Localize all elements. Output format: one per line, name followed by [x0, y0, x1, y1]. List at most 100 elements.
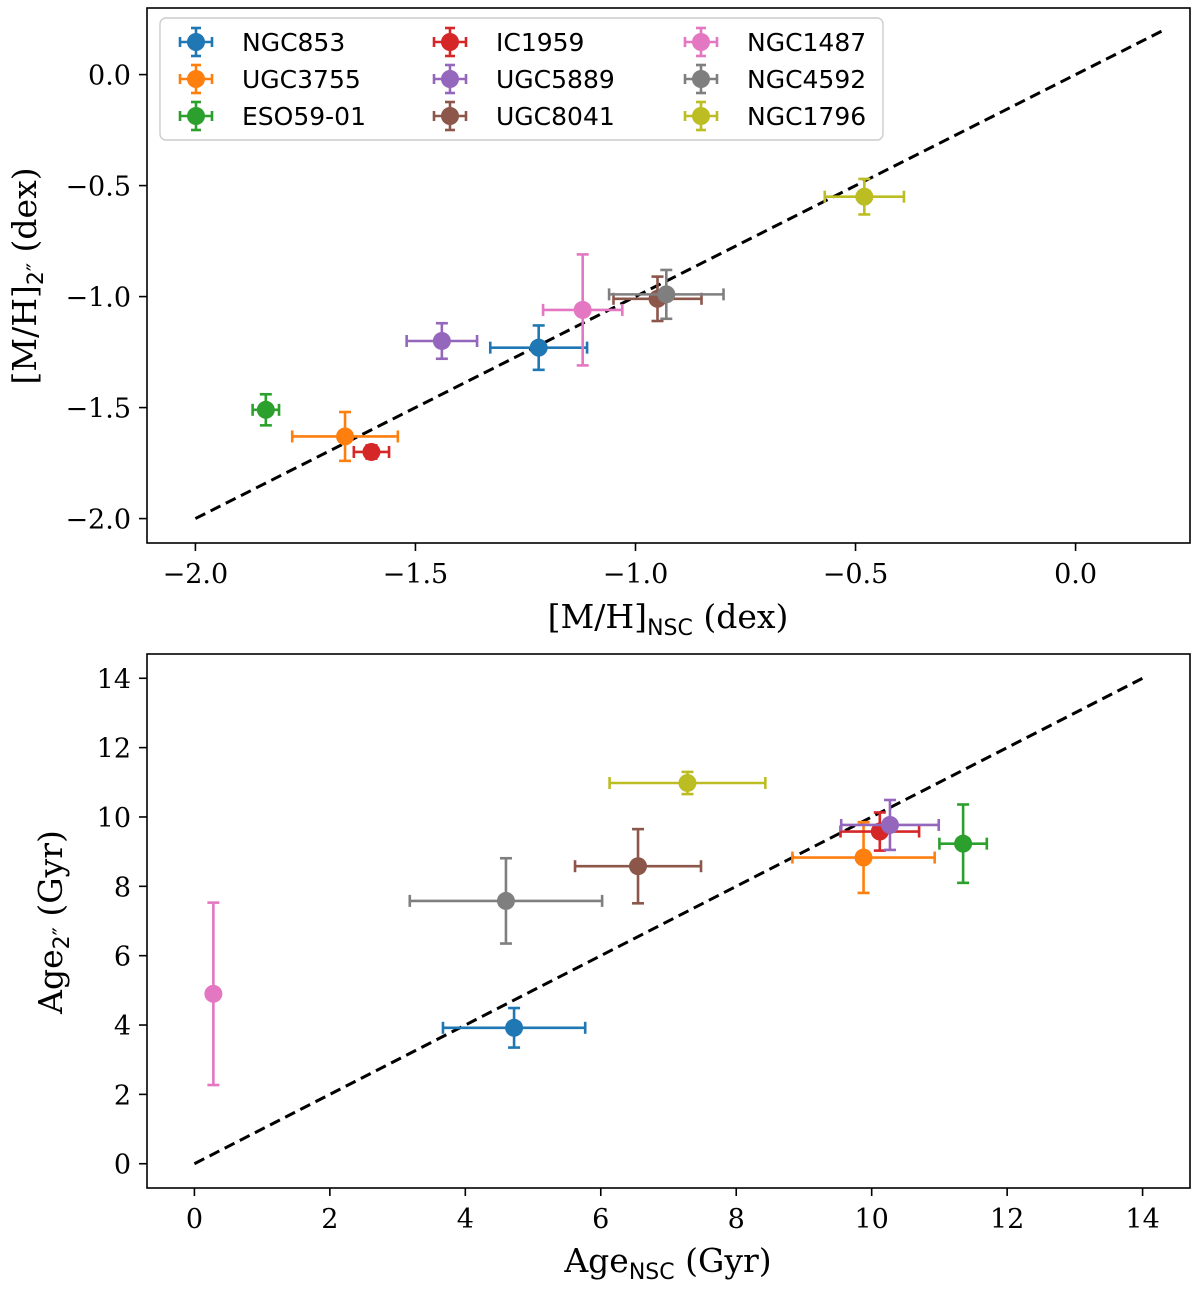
legend-item-eso59-01: ESO59-01	[178, 100, 366, 132]
age-marker-ugc5889	[880, 815, 899, 834]
metallicity-y-tick-label: −0.5	[65, 172, 131, 203]
metallicity-point-ugc5889	[405, 321, 479, 361]
legend-label-ic1959: IC1959	[496, 28, 584, 57]
age-y-tick-label: 10	[97, 803, 131, 834]
age-y-tick-label: 8	[114, 872, 131, 903]
age-point-ugc5889	[839, 798, 941, 852]
age-point-ugc8041	[573, 827, 703, 905]
legend-item-ngc4592: NGC4592	[683, 63, 866, 95]
legend-item-ngc853: NGC853	[178, 26, 345, 58]
age-x-tick-label: 2	[321, 1204, 338, 1235]
age-point-ngc853	[441, 1006, 587, 1049]
legend-label-ugc8041: UGC8041	[496, 102, 615, 131]
metallicity-point-ngc4592	[607, 268, 725, 321]
metallicity-marker-ic1959	[362, 442, 381, 461]
metallicity-x-tick-label: −0.5	[823, 559, 889, 590]
metallicity-point-ngc853	[488, 324, 589, 372]
legend-marker	[441, 70, 459, 88]
metallicity-x-tick-label: 0.0	[1054, 559, 1097, 590]
legend-label-ugc5889: UGC5889	[496, 65, 615, 94]
age-x-tick-label: 6	[592, 1204, 609, 1235]
metallicity-points	[251, 177, 906, 463]
age-ticks: 0 2 4 6 8 10 12 14 0 2 4 6 8 10 12 14	[97, 664, 1160, 1235]
age-marker-ngc1796	[678, 773, 697, 792]
metallicity-marker-ngc1487	[573, 300, 592, 319]
age-marker-ngc853	[505, 1018, 524, 1037]
legend-item-ugc5889: UGC5889	[432, 63, 615, 95]
legend-marker	[692, 70, 710, 88]
age-point-ngc4592	[408, 856, 604, 945]
legend-item-ngc1487: NGC1487	[683, 26, 866, 58]
metallicity-point-ugc8041	[612, 275, 703, 323]
metallicity-plot-frame	[146, 7, 1191, 544]
legend-marker	[692, 33, 710, 51]
metallicity-marker-ngc853	[529, 338, 548, 357]
metallicity-point-ic1959	[352, 442, 391, 461]
age-y-tick-label: 2	[114, 1080, 131, 1111]
metallicity-marker-ugc3755	[336, 427, 355, 446]
age-point-ic1959	[839, 811, 921, 852]
legend-label-ngc1487: NGC1487	[747, 28, 866, 57]
metallicity-panel: −2.0 −1.5 −1.0 −0.5 0.0 −2.0 −1.5 −1.0 −0.5 0.0 […	[5, 7, 1191, 641]
metallicity-marker-ngc4592	[657, 285, 676, 304]
age-point-ngc1487	[204, 901, 223, 1087]
metallicity-ticks: −2.0 −1.5 −1.0 −0.5 0.0 −2.0 −1.5 −1.0 −0.5 0.0	[65, 61, 1097, 590]
age-x-tick-label: 4	[457, 1204, 474, 1235]
age-points	[204, 770, 989, 1087]
age-marker-ugc8041	[629, 857, 648, 876]
legend-item-ugc3755: UGC3755	[178, 63, 361, 95]
metallicity-marker-eso59-01	[256, 400, 275, 419]
age-y-axis-label: Age2″ (Gyr)	[31, 830, 75, 1015]
legend: NGC853 UGC3755 ESO59-01 IC1959 UGC5889 UGC804…	[159, 17, 884, 141]
age-x-tick-label: 12	[990, 1204, 1024, 1235]
legend-item-ngc1796: NGC1796	[683, 100, 866, 132]
metallicity-y-tick-label: −2.0	[65, 505, 131, 536]
age-marker-ngc4592	[496, 891, 515, 910]
age-x-tick-label: 14	[1125, 1204, 1159, 1235]
age-y-tick-label: 14	[97, 664, 131, 695]
age-point-ngc1796	[608, 770, 767, 796]
metallicity-point-ngc1796	[823, 177, 906, 216]
metallicity-point-eso59-01	[251, 392, 281, 427]
age-x-tick-label: 0	[186, 1204, 203, 1235]
legend-marker	[187, 107, 205, 125]
age-marker-eso59-01	[954, 834, 973, 853]
age-y-tick-label: 0	[114, 1150, 131, 1181]
age-y-tick-label: 12	[97, 734, 131, 765]
legend-label-ngc4592: NGC4592	[747, 65, 866, 94]
metallicity-y-tick-label: −1.0	[65, 283, 131, 314]
age-marker-ngc1487	[204, 984, 223, 1003]
metallicity-x-tick-label: −1.0	[603, 559, 669, 590]
age-panel: 0 2 4 6 8 10 12 14 0 2 4 6 8 10 12 14 AgeNSC (Gyr) Age2…	[31, 653, 1191, 1285]
metallicity-point-ugc3755	[290, 410, 400, 463]
metallicity-marker-ngc1796	[855, 187, 874, 206]
age-x-axis-label: AgeNSC (Gyr)	[563, 1241, 771, 1285]
metallicity-y-tick-label: 0.0	[88, 61, 131, 92]
age-one-to-one-dashed-line	[193, 676, 1144, 1166]
metallicity-point-ngc1487	[541, 253, 624, 367]
legend-label-ngc853: NGC853	[242, 28, 345, 57]
age-point-ugc3755	[791, 820, 936, 895]
metallicity-y-tick-label: −1.5	[65, 394, 131, 425]
legend-item-ugc8041: UGC8041	[432, 100, 615, 132]
legend-marker	[187, 70, 205, 88]
legend-marker	[441, 107, 459, 125]
age-x-tick-label: 8	[728, 1204, 745, 1235]
legend-marker	[441, 33, 459, 51]
metallicity-x-tick-label: −2.0	[163, 559, 229, 590]
legend-marker	[692, 107, 710, 125]
legend-label-ngc1796: NGC1796	[747, 102, 866, 131]
metallicity-y-axis-label: [M/H]2″ (dex)	[5, 167, 49, 384]
age-one-to-one-line	[193, 676, 1144, 1166]
legend-item-ic1959: IC1959	[432, 26, 584, 58]
legend-items: NGC853 UGC3755 ESO59-01 IC1959 UGC5889 UGC804…	[178, 26, 866, 132]
age-y-tick-label: 4	[114, 1011, 131, 1042]
metallicity-x-axis-label: [M/H]NSC (dex)	[548, 597, 789, 641]
age-point-eso59-01	[938, 803, 989, 885]
legend-label-eso59-01: ESO59-01	[242, 102, 366, 131]
age-y-tick-label: 6	[114, 942, 131, 973]
metallicity-x-tick-label: −1.5	[383, 559, 449, 590]
legend-label-ugc3755: UGC3755	[242, 65, 361, 94]
age-plot-frame	[146, 653, 1191, 1189]
